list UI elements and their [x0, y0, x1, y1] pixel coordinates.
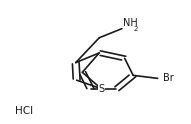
Text: Br: Br — [163, 73, 174, 83]
Text: HCl: HCl — [15, 106, 33, 116]
Text: NH: NH — [123, 18, 138, 28]
Text: 2: 2 — [134, 26, 138, 32]
Text: S: S — [98, 84, 104, 94]
